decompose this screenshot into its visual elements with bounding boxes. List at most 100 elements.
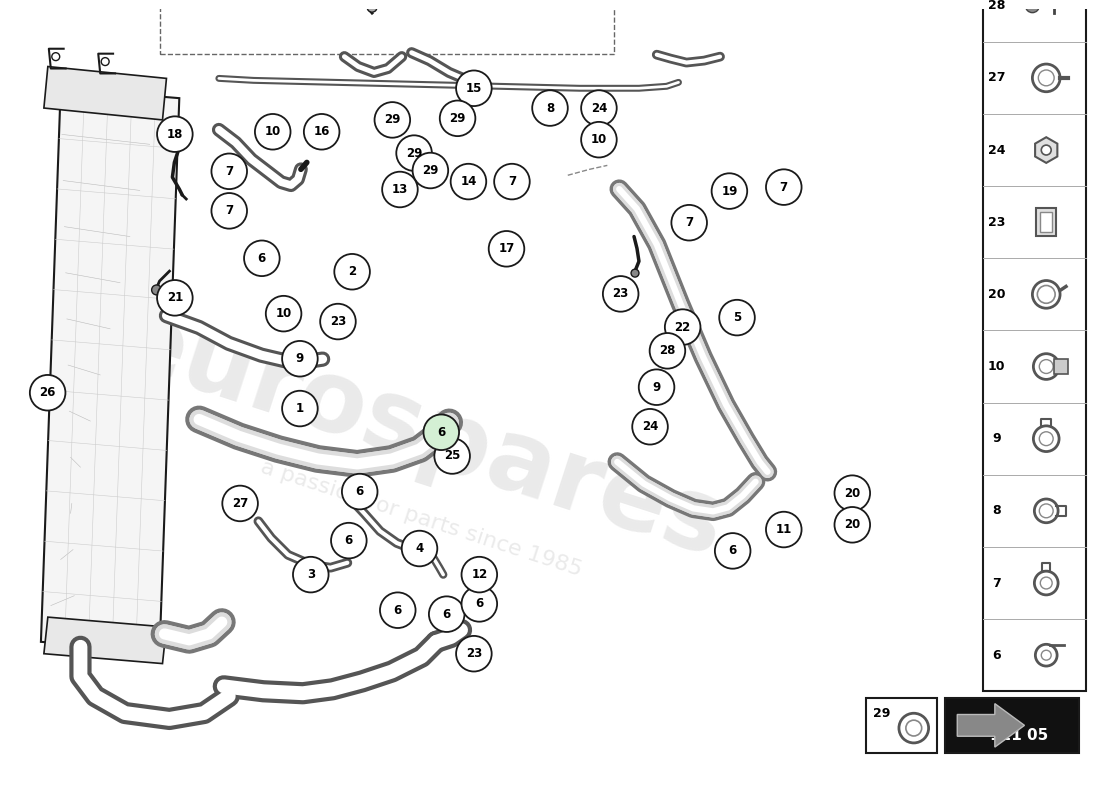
- Text: 8: 8: [546, 102, 554, 114]
- Text: 29: 29: [450, 112, 465, 125]
- Circle shape: [650, 333, 685, 369]
- Text: 15: 15: [465, 82, 482, 94]
- Circle shape: [412, 153, 448, 188]
- Text: 7: 7: [508, 175, 516, 188]
- Text: 3: 3: [307, 568, 315, 581]
- Circle shape: [835, 507, 870, 542]
- Text: eurospares: eurospares: [106, 290, 737, 578]
- Text: 27: 27: [232, 497, 249, 510]
- Circle shape: [402, 530, 438, 566]
- Circle shape: [293, 557, 329, 593]
- Bar: [1036, 208, 1056, 236]
- Text: a passion for parts since 1985: a passion for parts since 1985: [258, 457, 585, 580]
- Circle shape: [462, 557, 497, 593]
- Text: 27: 27: [988, 71, 1005, 84]
- Text: 9: 9: [296, 352, 304, 366]
- Text: 5: 5: [733, 311, 741, 324]
- Circle shape: [304, 114, 340, 150]
- Text: 28: 28: [988, 0, 1005, 12]
- Circle shape: [367, 2, 377, 12]
- Bar: [1054, 358, 1068, 374]
- Text: 29: 29: [873, 707, 891, 720]
- Text: 16: 16: [314, 126, 330, 138]
- Text: 6: 6: [355, 485, 364, 498]
- Text: 24: 24: [988, 143, 1005, 157]
- Circle shape: [331, 523, 366, 558]
- Circle shape: [581, 122, 617, 158]
- Circle shape: [906, 720, 922, 736]
- Circle shape: [1042, 650, 1052, 660]
- Text: 21: 21: [167, 291, 183, 304]
- Text: 8: 8: [992, 504, 1001, 518]
- Text: 29: 29: [406, 146, 422, 160]
- Circle shape: [30, 375, 65, 410]
- Circle shape: [712, 174, 747, 209]
- Circle shape: [1025, 0, 1040, 13]
- Circle shape: [1034, 499, 1058, 522]
- Text: 25: 25: [444, 450, 460, 462]
- Circle shape: [244, 241, 279, 276]
- Text: 24: 24: [641, 420, 658, 434]
- Circle shape: [152, 285, 162, 295]
- Text: 6: 6: [257, 252, 266, 265]
- Circle shape: [334, 254, 370, 290]
- Text: 6: 6: [437, 426, 446, 438]
- Circle shape: [211, 193, 248, 229]
- Circle shape: [282, 341, 318, 377]
- Circle shape: [1042, 145, 1052, 155]
- Polygon shape: [957, 704, 1024, 747]
- Text: 7: 7: [226, 204, 233, 218]
- Circle shape: [631, 269, 639, 277]
- Circle shape: [429, 596, 464, 632]
- Text: 13: 13: [392, 183, 408, 196]
- Circle shape: [1040, 360, 1053, 374]
- Text: 10: 10: [265, 126, 280, 138]
- Circle shape: [440, 101, 475, 136]
- Text: 2: 2: [348, 266, 356, 278]
- Polygon shape: [1035, 138, 1057, 163]
- Bar: [983, 0, 1086, 691]
- Circle shape: [382, 172, 418, 207]
- Text: 4: 4: [416, 542, 424, 555]
- Circle shape: [434, 438, 470, 474]
- Text: 20: 20: [844, 518, 860, 531]
- Text: 7: 7: [780, 181, 788, 194]
- Circle shape: [211, 154, 248, 189]
- Text: 23: 23: [465, 647, 482, 660]
- Bar: [867, 698, 937, 753]
- Circle shape: [52, 53, 59, 61]
- Circle shape: [603, 276, 638, 312]
- Text: 10: 10: [275, 307, 292, 320]
- Text: 20: 20: [844, 486, 860, 500]
- Circle shape: [766, 170, 802, 205]
- Text: 26: 26: [40, 386, 56, 399]
- Circle shape: [1033, 354, 1059, 379]
- Circle shape: [462, 586, 497, 622]
- Text: 23: 23: [613, 287, 629, 300]
- Circle shape: [1040, 432, 1053, 446]
- Circle shape: [1034, 571, 1058, 595]
- Circle shape: [374, 102, 410, 138]
- Circle shape: [715, 533, 750, 569]
- Circle shape: [456, 70, 492, 106]
- Circle shape: [664, 310, 701, 345]
- Circle shape: [1041, 577, 1053, 589]
- Circle shape: [396, 135, 432, 171]
- Text: 6: 6: [442, 608, 451, 621]
- Circle shape: [456, 636, 492, 671]
- Text: 6: 6: [728, 544, 737, 558]
- Polygon shape: [44, 617, 166, 663]
- Circle shape: [282, 390, 318, 426]
- Text: 9: 9: [992, 432, 1001, 446]
- Text: 10: 10: [591, 133, 607, 146]
- Text: 11: 11: [776, 523, 792, 536]
- Bar: [945, 698, 1079, 753]
- Circle shape: [488, 231, 525, 266]
- Text: 12: 12: [471, 568, 487, 581]
- Circle shape: [581, 90, 617, 126]
- Text: 6: 6: [992, 649, 1001, 662]
- Text: 19: 19: [722, 185, 738, 198]
- Polygon shape: [41, 88, 179, 652]
- Circle shape: [424, 414, 459, 450]
- Text: 6: 6: [394, 604, 402, 617]
